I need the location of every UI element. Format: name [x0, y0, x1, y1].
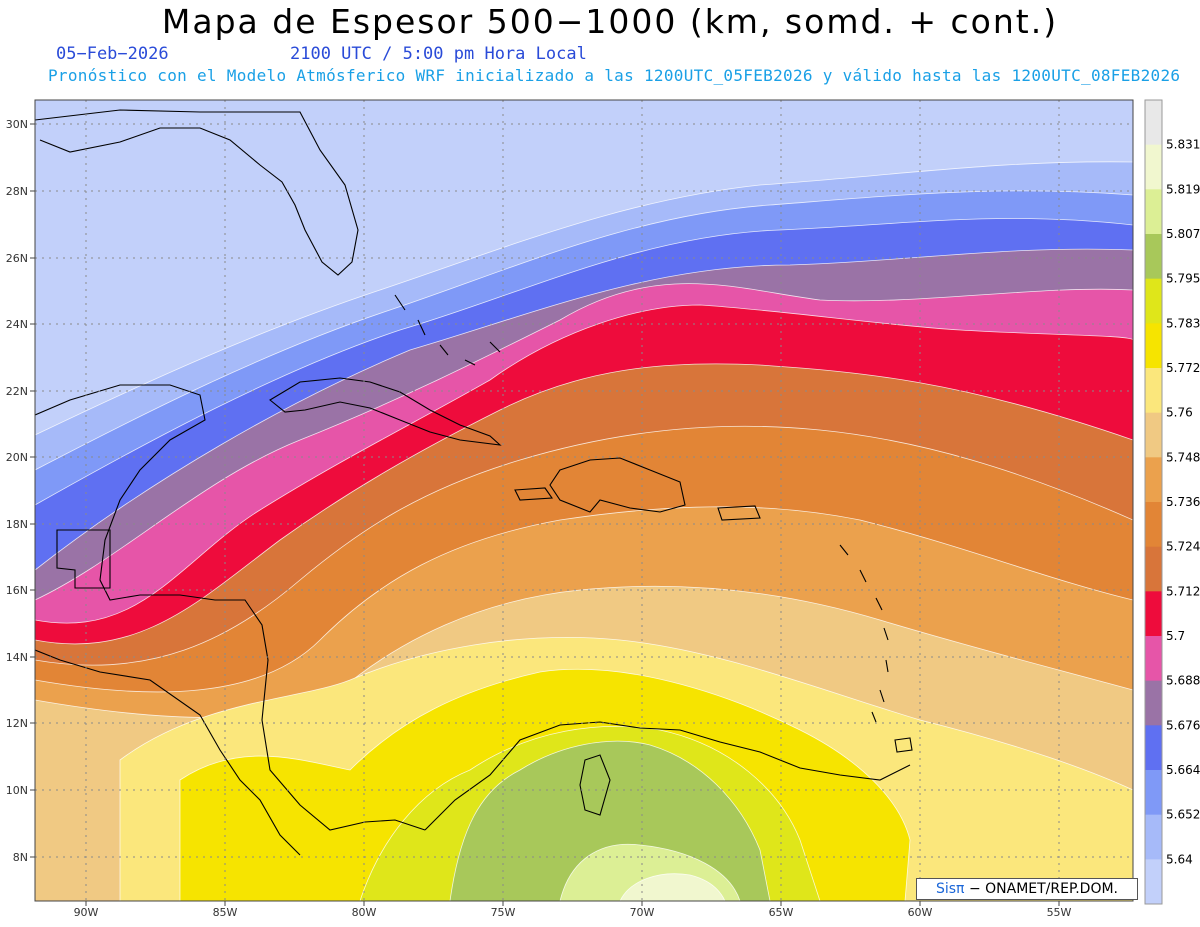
colorbar-swatch	[1145, 457, 1162, 503]
colorbar-swatch	[1145, 412, 1162, 458]
credit-text: − ONAMET/REP.DOM.	[968, 881, 1118, 897]
colorbar-label: 5.819	[1166, 182, 1200, 196]
colorbar-label: 5.712	[1166, 584, 1200, 598]
colorbar-legend: 5.831 5.819 5.807 5.795 5.783 5.772 5.76 5.748 5…	[1144, 99, 1200, 905]
lat-tick-label: 12N	[6, 717, 28, 730]
colorbar-label: 5.652	[1166, 808, 1200, 822]
lon-tick-label: 60W	[908, 906, 933, 919]
lat-tick-label: 8N	[13, 851, 28, 864]
lat-tick-label: 14N	[6, 651, 28, 664]
lat-tick-label: 10N	[6, 784, 28, 797]
lon-tick-label: 70W	[630, 906, 655, 919]
latitude-labels: 30N 28N 26N 24N 22N 20N 18N 16N 14N 12N 10N 8N	[6, 118, 35, 864]
lat-tick-label: 18N	[6, 518, 28, 531]
colorbar-swatch	[1145, 546, 1162, 592]
colorbar-label: 5.676	[1166, 718, 1200, 732]
colorbar-label: 5.795	[1166, 272, 1200, 286]
colorbar-swatch	[1145, 680, 1162, 726]
forecast-subtitle: Pronóstico con el Modelo Atmósferico WRF…	[48, 66, 1181, 85]
lon-tick-label: 75W	[491, 906, 516, 919]
colorbar-swatch	[1145, 770, 1162, 816]
colorbar-swatch	[1145, 859, 1162, 905]
map-frame	[34, 99, 1134, 902]
colorbar-swatch	[1145, 368, 1162, 414]
map-title: Mapa de Espesor 500−1000 (km, somd. + co…	[161, 2, 1059, 41]
lon-tick-label: 65W	[769, 906, 794, 919]
coastlines	[35, 109, 913, 856]
colorbar-swatch	[1145, 144, 1162, 190]
colorbar-frame	[1144, 99, 1163, 905]
colorbar-swatch	[1145, 814, 1162, 860]
colorbar-swatch	[1145, 100, 1162, 146]
colorbar-swatch	[1145, 278, 1162, 324]
colorbar-label: 5.772	[1166, 361, 1200, 375]
lat-tick-label: 16N	[6, 584, 28, 597]
thickness-shading	[35, 100, 1133, 901]
lat-tick-label: 22N	[6, 385, 28, 398]
colorbar-label: 5.664	[1166, 763, 1200, 777]
colorbar-swatch	[1145, 725, 1162, 771]
colorbar-label: 5.76	[1166, 406, 1193, 420]
longitude-labels: 90W 85W 80W 75W 70W 65W 60W 55W	[74, 901, 1072, 919]
colorbar-swatch	[1145, 636, 1162, 682]
lat-tick-label: 26N	[6, 252, 28, 265]
graticule	[35, 100, 1133, 901]
colorbar-swatch	[1145, 234, 1162, 280]
colorbar-label: 5.783	[1166, 316, 1200, 330]
sispi-logo: Sisπ	[935, 881, 965, 897]
forecast-date: 05−Feb−2026	[56, 44, 169, 64]
thickness-band	[619, 873, 726, 901]
lon-tick-label: 85W	[213, 906, 238, 919]
colorbar-swatch	[1145, 502, 1162, 548]
lon-tick-label: 80W	[352, 906, 377, 919]
colorbar-swatch	[1145, 323, 1162, 369]
colorbar-label: 5.831	[1166, 138, 1200, 152]
colorbar-label: 5.64	[1166, 852, 1193, 866]
colorbar-swatch	[1145, 189, 1162, 235]
colorbar-label: 5.807	[1166, 227, 1200, 241]
lat-tick-label: 30N	[6, 118, 28, 131]
lat-tick-label: 20N	[6, 451, 28, 464]
colorbar-label: 5.748	[1166, 450, 1200, 464]
colorbar-label: 5.688	[1166, 674, 1200, 688]
lon-tick-label: 90W	[74, 906, 99, 919]
colorbar-label: 5.7	[1166, 629, 1185, 643]
credit-badge: Sisπ − ONAMET/REP.DOM.	[916, 878, 1138, 900]
lat-tick-label: 28N	[6, 185, 28, 198]
colorbar-label: 5.736	[1166, 495, 1200, 509]
colorbar-label: 5.724	[1166, 540, 1200, 554]
forecast-time: 2100 UTC / 5:00 pm Hora Local	[290, 44, 587, 64]
lat-tick-label: 24N	[6, 318, 28, 331]
lon-tick-label: 55W	[1047, 906, 1072, 919]
colorbar-swatch	[1145, 591, 1162, 637]
